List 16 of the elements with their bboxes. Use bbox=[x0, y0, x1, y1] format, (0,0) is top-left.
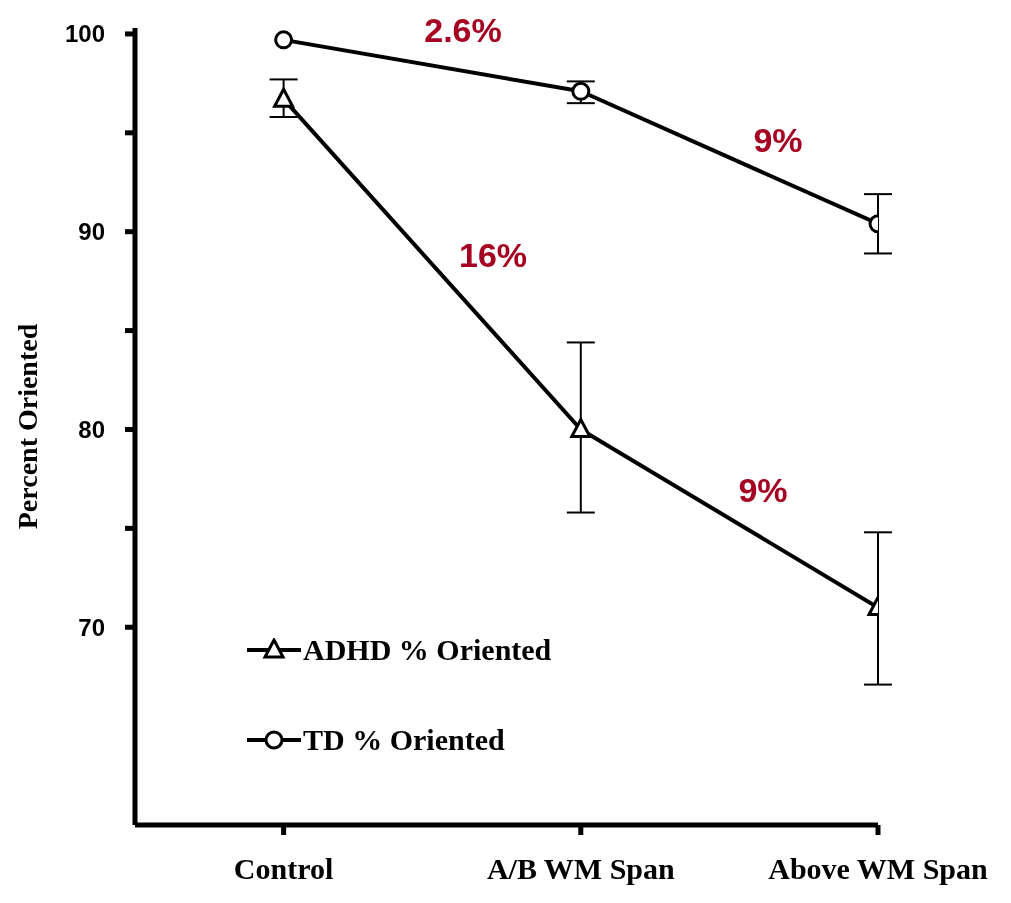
y-tick-label: 90 bbox=[78, 218, 105, 246]
x-tick-label: Control bbox=[233, 852, 334, 885]
legend-label: TD % Oriented bbox=[303, 723, 505, 757]
point bbox=[273, 87, 295, 108]
x-tick-label: Above WM Span bbox=[768, 852, 989, 885]
point bbox=[274, 30, 294, 50]
x-tick-label: A/B WM Span bbox=[486, 852, 676, 885]
y-axis-title: Percent Oriented bbox=[11, 323, 43, 530]
y-tick-label: 70 bbox=[78, 613, 105, 641]
y-tick-label: 100 bbox=[64, 20, 105, 48]
annotation: 9% bbox=[753, 121, 803, 160]
annotation: 2.6% bbox=[424, 11, 502, 50]
y-tick-label: 80 bbox=[78, 415, 105, 443]
legend-label: ADHD % Oriented bbox=[303, 633, 552, 667]
annotation: 9% bbox=[738, 471, 788, 510]
annotation: 16% bbox=[458, 236, 528, 275]
